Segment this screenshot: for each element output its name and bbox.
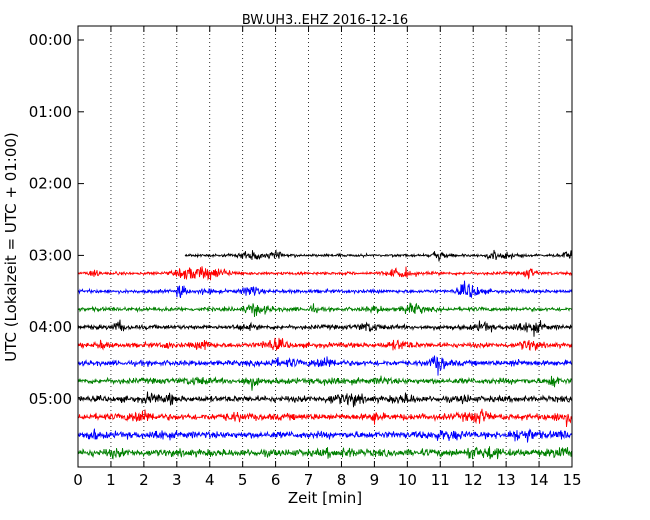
x-tick-label: 13 bbox=[497, 471, 516, 489]
y-tick-label: 05:00 bbox=[29, 390, 72, 408]
trace-line bbox=[77, 428, 573, 443]
x-axis-ticks: 0 1 2 3 4 5 6 7 8 9 10 11 12 13 14 15 bbox=[73, 26, 582, 489]
trace-line bbox=[77, 280, 573, 299]
x-tick-label: 3 bbox=[172, 471, 182, 489]
y-tick-label: 00:00 bbox=[29, 31, 72, 49]
chart-title: BW.UH3..EHZ 2016-12-16 bbox=[242, 13, 408, 28]
y-tick-label: 03:00 bbox=[29, 246, 72, 264]
x-tick-label: 9 bbox=[370, 471, 380, 489]
x-tick-label: 15 bbox=[562, 471, 581, 489]
y-axis-ticks: 00:00 01:00 02:00 03:00 04:00 05:00 bbox=[29, 31, 572, 408]
x-tick-label: 6 bbox=[271, 471, 281, 489]
trace-line bbox=[184, 249, 572, 262]
trace-line bbox=[77, 266, 573, 281]
trace-line bbox=[77, 391, 573, 408]
x-tick-label: 5 bbox=[238, 471, 248, 489]
trace-line bbox=[77, 355, 573, 376]
y-axis-label: UTC (Lokalzeit = UTC + 01:00) bbox=[2, 132, 20, 362]
trace-line bbox=[77, 446, 573, 460]
x-axis-label: Zeit [min] bbox=[288, 489, 362, 507]
y-tick-label: 01:00 bbox=[29, 103, 72, 121]
traces-group bbox=[77, 249, 573, 460]
trace-line bbox=[77, 319, 573, 337]
trace-line bbox=[78, 337, 573, 351]
x-tick-label: 7 bbox=[304, 471, 314, 489]
y-tick-label: 04:00 bbox=[29, 318, 72, 336]
x-tick-label: 14 bbox=[530, 471, 549, 489]
x-tick-label: 4 bbox=[205, 471, 215, 489]
y-tick-label: 02:00 bbox=[29, 175, 72, 193]
plot-frame bbox=[77, 25, 573, 468]
x-tick-label: 0 bbox=[73, 471, 83, 489]
x-tick-label: 1 bbox=[106, 471, 116, 489]
grid-lines bbox=[110, 26, 540, 467]
trace-line bbox=[77, 408, 573, 428]
trace-line bbox=[77, 375, 573, 391]
trace-line bbox=[77, 302, 573, 318]
x-tick-label: 10 bbox=[398, 471, 417, 489]
x-tick-label: 8 bbox=[337, 471, 347, 489]
x-tick-label: 12 bbox=[464, 471, 483, 489]
x-tick-label: 11 bbox=[431, 471, 450, 489]
x-tick-label: 2 bbox=[139, 471, 149, 489]
